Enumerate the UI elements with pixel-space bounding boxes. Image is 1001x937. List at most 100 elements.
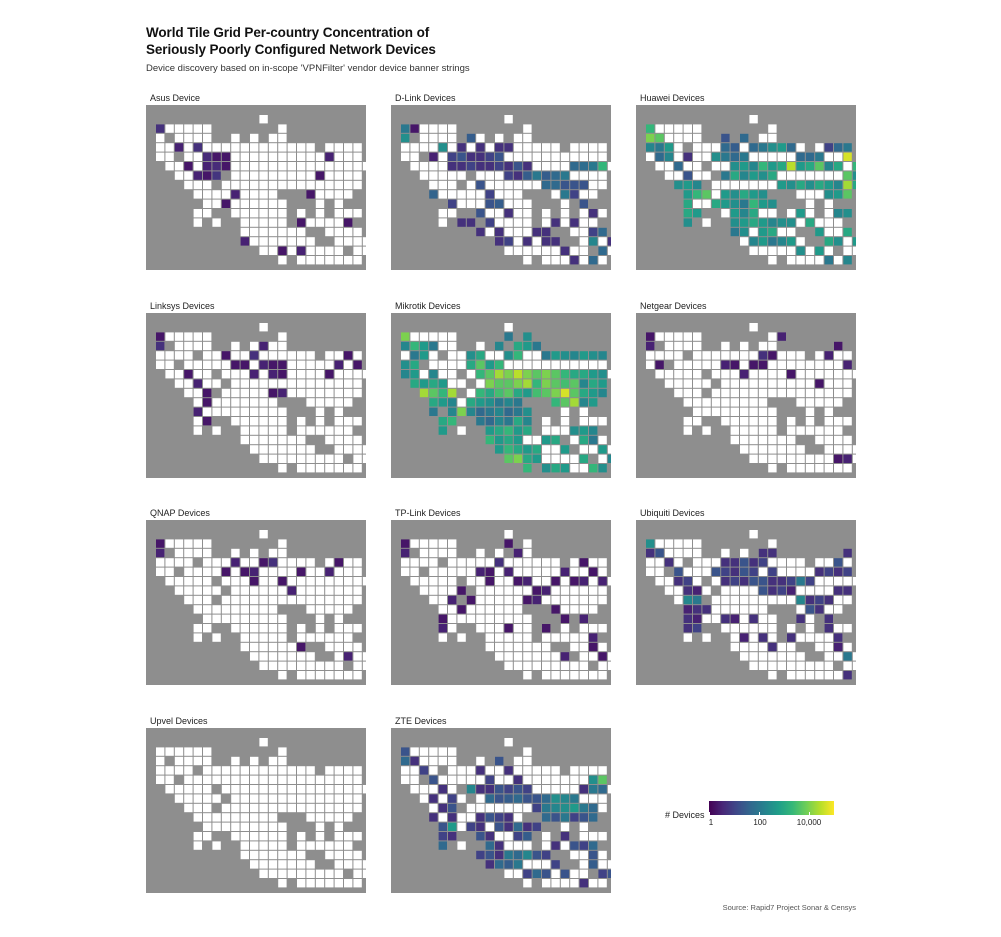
country-tile [589,162,598,171]
country-tile-empty [250,652,259,661]
country-tile [758,190,768,199]
country-tile [560,813,570,822]
country-tile-empty [184,548,193,558]
country-tile [758,199,768,208]
country-tile-empty [758,445,768,454]
country-tile-empty [523,360,532,369]
country-tile-empty [777,388,786,398]
country-tile-empty [174,577,184,586]
country-tile-empty [193,332,202,341]
country-tile-empty [758,642,768,652]
country-tile [523,332,532,341]
country-tile [410,379,419,388]
country-tile-empty [768,379,777,388]
country-tile-empty [240,605,249,614]
country-tile-empty [504,642,513,652]
country-tile [466,785,476,794]
country-tile [523,341,532,351]
country-tile-empty [683,379,692,388]
country-tile [523,379,532,388]
country-tile [711,199,721,208]
country-tile-empty [268,398,278,407]
country-tile-empty [513,558,523,567]
country-tile-empty [466,577,476,586]
country-tile-empty [156,558,165,567]
country-tile-empty [787,388,796,398]
country-tile-empty [240,417,249,426]
country-tile-empty [353,464,362,473]
country-tile-empty [334,652,343,661]
country-tile-empty [278,539,287,548]
country-tile-empty [570,360,579,369]
country-tile [589,435,598,445]
country-tile-empty [551,633,560,642]
country-tile [513,822,523,831]
country-tile-empty [523,624,532,633]
country-tile-empty [504,652,513,661]
country-tile-empty [843,388,852,398]
country-tile [532,454,541,463]
country-tile-empty [758,417,768,426]
country-tile-empty [560,605,570,614]
country-tile-empty [240,218,249,227]
country-tile [655,133,664,143]
country-tile-empty [777,351,786,360]
country-tile-empty [768,332,777,341]
country-tile [777,586,786,595]
country-tile-empty [532,152,541,161]
country-tile [843,567,852,576]
country-tile-empty [504,190,513,199]
country-tile-empty [325,379,334,388]
country-tile [560,370,570,379]
country-tile [598,785,607,794]
country-tile [513,407,523,416]
country-tile-empty [344,624,353,633]
country-tile-empty [250,822,259,831]
country-tile [570,841,579,850]
country-tile-empty [259,624,268,633]
country-tile-empty [278,256,287,265]
country-tile-empty [315,162,325,171]
country-tile-empty [542,426,551,435]
country-tile-empty [401,775,410,784]
country-tile-empty [702,614,711,623]
country-tile-empty [768,464,777,473]
country-tile [646,124,655,133]
country-tile-empty [184,756,193,766]
country-tile-empty [259,398,268,407]
country-tile [843,171,852,180]
country-tile [542,180,551,190]
country-tile [485,398,494,407]
country-tile-empty [589,671,598,680]
country-tile-empty [193,162,202,171]
country-tile [485,388,494,398]
country-tile-empty [231,766,240,775]
country-tile [485,832,494,841]
country-tile-empty [824,379,833,388]
country-tile-empty [184,180,193,190]
country-tile-empty [768,671,777,680]
country-tile [843,256,852,265]
country-tile [815,162,824,171]
country-tile-empty [174,766,184,775]
country-tile-empty [287,558,296,567]
country-tile-empty [278,558,287,567]
country-tile-empty [212,567,221,576]
country-tile-empty [852,577,856,586]
country-tile-empty [495,595,504,605]
country-tile [438,832,447,841]
country-tile-empty [297,595,306,605]
country-tile-empty [749,454,758,463]
country-tile-empty [579,360,588,369]
country-tile [476,351,485,360]
country-tile-empty [334,624,343,633]
country-tile-empty [268,775,278,784]
country-tile [466,822,476,831]
country-tile-empty [297,869,306,878]
country-tile-empty [570,246,579,255]
country-tile [156,548,165,558]
country-tile-empty [834,426,843,435]
country-tile-empty [598,595,607,605]
country-tile-empty [758,435,768,445]
country-tile-empty [203,577,212,586]
